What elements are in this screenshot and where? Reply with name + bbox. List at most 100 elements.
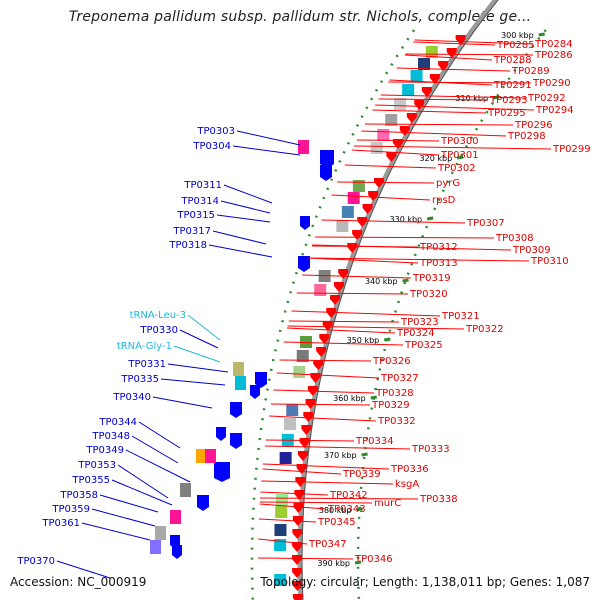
gene-leader-line [375,104,535,111]
tick-label: 390 kbp [317,559,350,568]
gene-leader-line [276,372,380,379]
gene-category-box [385,114,398,126]
gene-category-box [286,404,299,416]
reverse-gene-arrow [214,462,230,482]
forward-gene-arrow [296,464,307,474]
gene-label: TP0346 [354,554,393,565]
gene-label: TP0312 [419,242,458,253]
gene-leader-line [152,396,213,409]
tick-label: 320 kbp [420,154,453,163]
gene-label: TP0333 [411,444,450,455]
tick-mark [356,507,363,512]
gene-leader-line [356,139,440,142]
gene-leader-line [405,53,534,56]
forward-gene-arrow [399,126,410,136]
gene-leader-line [389,79,493,86]
gene-label: TP0359 [51,504,90,515]
gene-label: TP0291 [493,80,532,91]
backbone-ring [297,0,499,600]
gene-label: TP0370 [16,556,55,567]
reverse-gene-arrow [197,495,209,511]
gene-category-box [341,206,354,218]
gene-label: TP0358 [59,490,98,501]
gene-label: TP0353 [77,460,116,471]
gene-category-box [336,220,349,232]
gene-label: TP0292 [527,93,566,104]
gene-label: TP0286 [534,50,573,61]
gene-leader-line [337,181,435,184]
gene-leader-line [302,274,412,279]
forward-gene-arrow [292,529,303,539]
forward-gene-arrow [313,360,324,370]
gene-label: TP0301 [440,150,479,161]
gene-label: TP0326 [372,356,411,367]
gene-label: TP0288 [493,55,532,66]
forward-gene-arrow [316,347,327,357]
gene-category-box [196,449,207,463]
gene-category-box [170,510,181,524]
gene-category-box [410,70,423,82]
gene-leader-line [378,98,489,101]
gene-leader-line [361,130,507,137]
forward-gene-arrow [373,178,384,188]
gene-leader-line [287,325,465,330]
gene-leader-line [160,378,226,386]
forward-gene-arrow [446,48,457,58]
forward-gene-arrow [386,152,397,162]
forward-gene-arrow [429,74,440,84]
gene-leader-line [117,464,169,499]
gene-label: TP0284 [534,39,573,50]
gene-label: TP0308 [495,233,534,244]
gene-leader-line [307,257,419,264]
forward-gene-arrow [406,113,417,123]
tick-label: 370 kbp [324,451,357,460]
gene-label: TP0328 [375,388,414,399]
forward-gene-arrow [362,204,373,214]
tick-mark [538,32,545,37]
gene-category-box [296,350,309,362]
gene-leader-line [315,236,495,239]
gene-leader-line [258,538,308,545]
gene-label: TP0307 [466,218,505,229]
gene-label: TP0347 [308,539,347,550]
reverse-gene-arrow [300,216,310,230]
gene-leader-line [288,320,400,323]
gene-category-box [275,506,288,518]
forward-gene-arrow [357,217,368,227]
gene-leader-line [364,123,514,126]
gene-leader-line [264,445,411,450]
forward-gene-arrow [319,334,330,344]
tick-label: 300 kbp [501,31,534,40]
gene-label: ksgA [395,479,419,490]
forward-gene-arrow [293,503,304,513]
gene-leader-line [167,363,229,373]
gene-category-box [394,98,407,110]
reverse-gene-arrow [298,256,310,272]
gene-leader-line [138,421,181,449]
gene-category-box [150,540,161,554]
gene-leader-line [380,94,527,99]
gene-label: TP0300 [440,136,479,147]
gene-label: TP0339 [342,469,381,480]
gene-category-box [233,362,244,376]
gene-label: TP0336 [390,464,429,475]
gene-label: TP0321 [441,311,480,322]
gene-category-box [275,494,288,506]
reverse-gene-arrow [320,165,332,181]
gene-category-box [293,366,306,378]
gene-leader-line [262,463,390,470]
gene-leader-line [265,439,355,442]
gene-label: pyrG [436,178,460,189]
gene-category-box [284,418,297,430]
gene-label: TP0311 [183,180,222,191]
gene-label: TP0348 [91,431,130,442]
gene-leader-line [273,389,375,394]
tick-mark [370,395,377,400]
gene-label: TP0361 [41,518,80,529]
tick-label: 340 kbp [365,277,398,286]
gene-label: TP0322 [465,324,504,335]
forward-gene-arrow [292,581,303,591]
gene-leader-line [283,341,404,346]
gene-label: TP0340 [112,392,151,403]
